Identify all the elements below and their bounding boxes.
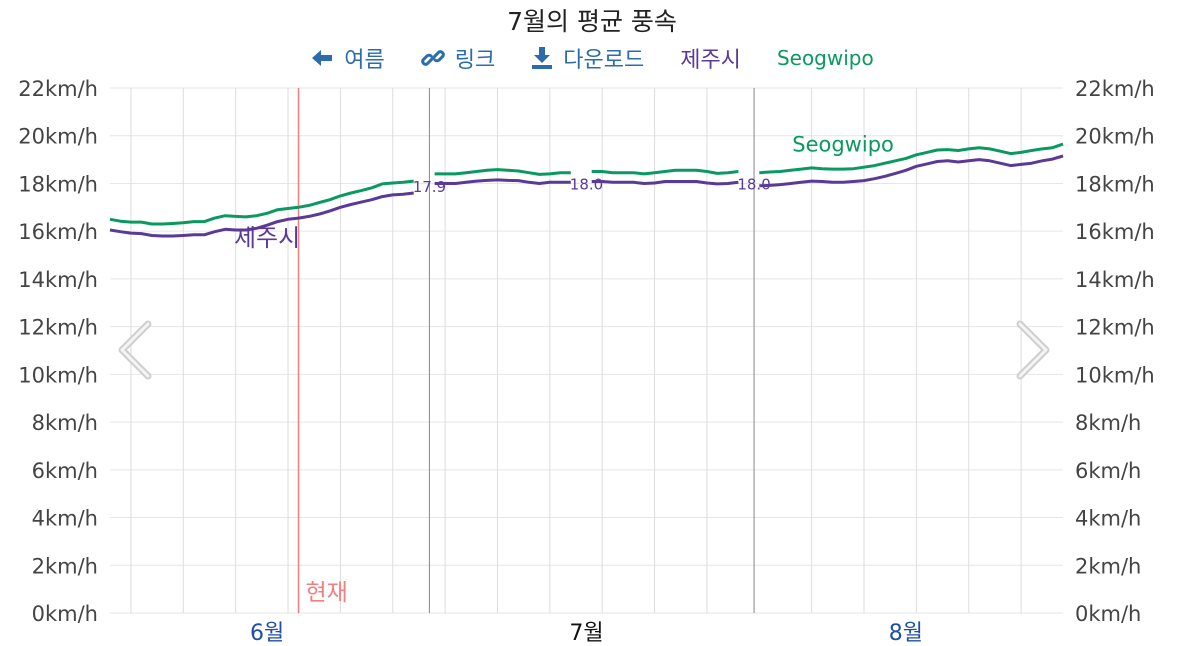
y-tick-label-right: 16km/h: [1075, 220, 1155, 244]
series-line-seogwipo: [109, 179, 414, 226]
y-tick-label-right: 0km/h: [1075, 602, 1141, 626]
y-tick-label-right: 22km/h: [1075, 77, 1155, 101]
back-button[interactable]: 여름: [310, 42, 385, 74]
legend-series-jeju-label: 제주시: [680, 48, 741, 73]
x-tick-label: 8월: [889, 621, 923, 646]
y-tick-label-left: 20km/h: [18, 125, 98, 149]
chart-legend: 여름 링크 다운로드 제주시 Seogwipo: [0, 42, 1184, 74]
data-labels: 현재 제주시 17.9 18.0 18.0 Seogwipo: [234, 133, 894, 606]
y-tick-label-left: 14km/h: [18, 268, 98, 292]
chevron-left-icon: [112, 320, 156, 386]
link-icon: [420, 46, 445, 70]
axis-labels: 0km/h 0km/h 2km/h 2km/h 4km/h 4km/h 6km/h 6km/h…: [18, 77, 1154, 646]
y-tick-label-right: 18km/h: [1075, 172, 1155, 196]
arrow-left-icon: [310, 48, 334, 68]
series-line-jeju: [434, 178, 571, 185]
legend-series-jeju[interactable]: 제주시: [680, 42, 741, 74]
x-tick-label: 6월: [250, 621, 284, 646]
y-tick-label-left: 22km/h: [18, 77, 98, 101]
y-tick-label-right: 14km/h: [1075, 268, 1155, 292]
series-line-seogwipo: [434, 168, 571, 176]
prev-month-button[interactable]: [112, 318, 156, 386]
y-tick-label-left: 4km/h: [32, 507, 98, 531]
y-tick-label-left: 2km/h: [32, 554, 98, 578]
grid-lines: [110, 87, 1063, 614]
next-month-button[interactable]: [1012, 318, 1056, 386]
chevron-right-icon: [1012, 320, 1056, 386]
download-icon: [531, 46, 553, 70]
now-label: 현재: [306, 580, 348, 606]
y-tick-label-right: 2km/h: [1075, 554, 1141, 578]
x-tick-label: 7월: [569, 621, 603, 646]
month-boundary-value-label: 17.9: [413, 178, 446, 196]
y-tick-label-left: 18km/h: [18, 172, 98, 196]
series-line-jeju: [759, 154, 1064, 188]
series-label-jeju: 제주시: [234, 224, 300, 252]
y-tick-label-left: 6km/h: [32, 459, 98, 483]
y-tick-label-right: 20km/h: [1075, 125, 1155, 149]
legend-series-seogwipo-label: Seogwipo: [776, 46, 874, 70]
y-tick-label-left: 0km/h: [32, 602, 98, 626]
y-tick-label-right: 6km/h: [1075, 459, 1141, 483]
month-boundary-value-label: 18.0: [737, 175, 770, 193]
legend-series-seogwipo[interactable]: Seogwipo: [777, 46, 874, 70]
series-line-seogwipo: [591, 168, 739, 176]
series-line-jeju: [109, 191, 414, 238]
chart-title: 7월의 평균 풍속: [507, 7, 677, 36]
y-tick-label-right: 8km/h: [1075, 411, 1141, 435]
link-button-label: 링크: [454, 48, 496, 73]
y-tick-label-left: 16km/h: [18, 220, 98, 244]
series-lines: [109, 142, 1064, 238]
series-label-seogwipo: Seogwipo: [792, 133, 894, 157]
y-tick-label-left: 8km/h: [32, 411, 98, 435]
download-button[interactable]: 다운로드: [531, 42, 644, 74]
y-tick-label-left: 12km/h: [18, 316, 98, 340]
series-line-jeju: [591, 180, 739, 186]
back-button-label: 여름: [344, 48, 385, 73]
series-line-seogwipo: [759, 142, 1064, 175]
download-button-label: 다운로드: [563, 48, 645, 73]
y-tick-label-right: 10km/h: [1075, 363, 1155, 387]
month-boundary-value-label: 18.0: [570, 175, 603, 193]
y-tick-label-right: 12km/h: [1075, 316, 1155, 340]
y-tick-label-right: 4km/h: [1075, 507, 1141, 531]
link-button[interactable]: 링크: [420, 42, 496, 74]
y-tick-label-left: 10km/h: [18, 363, 98, 387]
